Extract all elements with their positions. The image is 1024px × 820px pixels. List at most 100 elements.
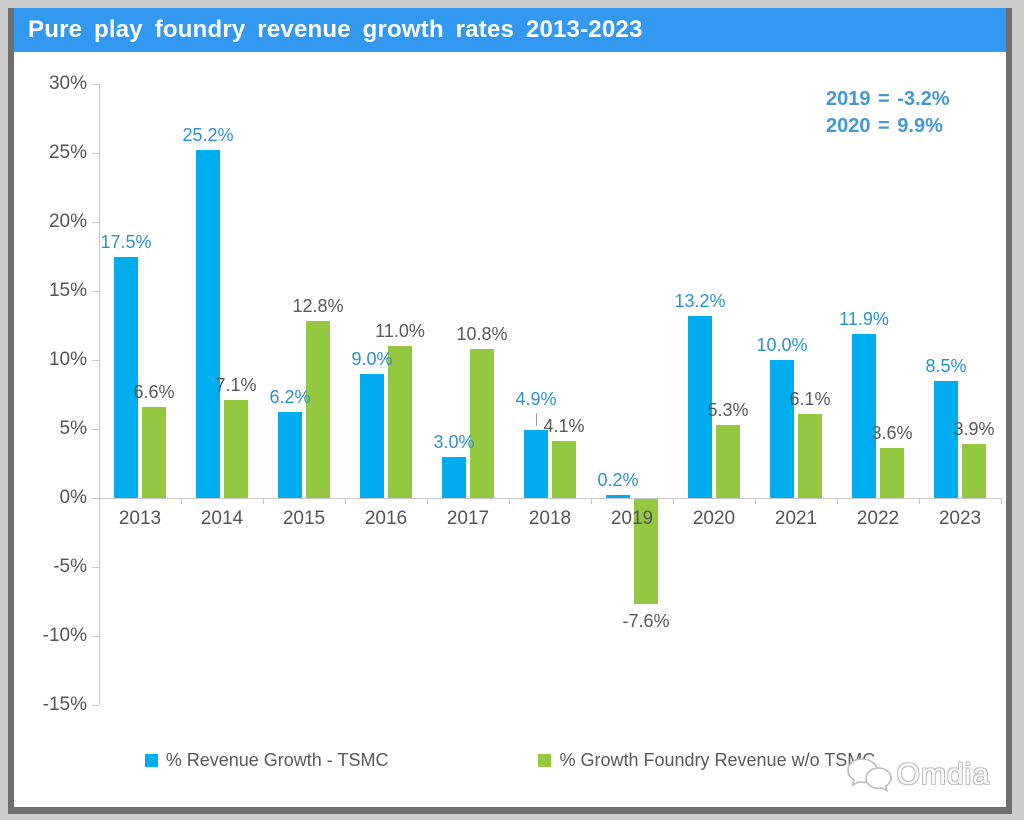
bar-tsmc-2014 [196,150,220,498]
x-axis-label: 2013 [118,508,162,529]
bar-tsmc-2020 [688,315,712,498]
x-axis-label: 2018 [528,508,572,529]
y-axis-tick-mark [92,636,99,637]
data-label: 6.6% [133,381,175,402]
x-axis-label: 2021 [774,508,818,529]
data-label: 3.0% [433,431,475,452]
data-label: 10.8% [456,323,508,344]
data-label: 3.6% [871,423,913,444]
data-label: 7.1% [215,375,257,396]
label-leader-line [536,413,537,427]
bar-foundry-2015 [306,321,330,498]
x-axis-label: 2017 [446,508,490,529]
y-axis-tick-label: -10% [42,625,87,646]
bar-tsmc-2017 [442,456,466,498]
legend-label-tsmc: % Revenue Growth - TSMC [165,750,389,770]
data-label: 10.0% [756,335,808,355]
data-label: 4.1% [543,416,585,437]
data-label: 3.9% [953,419,995,440]
annotation-2020: 2020 = 9.9% [826,115,943,137]
x-axis-tick-mark [509,498,510,504]
bar-foundry-2016 [388,346,412,498]
data-label: 13.2% [674,290,726,311]
y-axis-tick-mark [92,429,99,430]
data-label: 11.0% [375,321,425,342]
bar-tsmc-2016 [360,373,384,498]
y-axis-tick-label: 15% [48,280,87,301]
x-axis-label: 2015 [282,508,326,529]
x-axis-label: 2014 [200,508,244,529]
bar-tsmc-2018 [524,430,548,498]
legend-swatch-blue-icon [144,754,158,767]
data-label: 6.1% [789,388,831,409]
bar-foundry-2021 [798,413,822,498]
legend: % Revenue Growth - TSMC % Growth Foundry… [14,750,1006,771]
x-axis-label: 2022 [856,508,900,529]
y-axis-tick-label: 30% [48,73,87,94]
y-axis-tick-label: 25% [48,142,87,163]
x-axis-label: 2023 [938,508,982,529]
bar-tsmc-2023 [934,380,958,498]
y-axis-tick-label: 20% [48,211,87,232]
y-axis-tick-label: 10% [48,349,87,370]
bar-foundry-2013 [142,406,166,498]
legend-item-foundry: % Growth Foundry Revenue w/o TSMC [538,750,875,771]
x-axis-tick-mark [591,498,592,504]
x-axis-line [99,498,1001,499]
data-label: 25.2% [182,125,234,146]
bar-foundry-2018 [552,441,576,498]
x-axis-tick-mark [673,498,674,504]
data-label: 8.5% [925,355,967,376]
data-label: 6.2% [269,387,311,408]
data-label: 12.8% [292,296,344,317]
bar-foundry-2019 [634,499,658,604]
annotation-block: 2019 = -3.2% 2020 = 9.9% [826,86,950,140]
bar-tsmc-2013 [114,256,138,498]
legend-label-foundry: % Growth Foundry Revenue w/o TSMC [559,750,876,770]
legend-swatch-green-icon [538,754,552,767]
data-label: 0.2% [597,470,639,491]
x-axis-tick-mark [181,498,182,504]
y-axis-tick-mark [92,705,99,706]
y-axis-tick-label: -15% [42,694,87,715]
watermark-label: Omdia [896,758,990,791]
y-axis-tick-mark [92,567,99,568]
x-axis-label: 2016 [364,508,408,529]
bar-foundry-2014 [224,400,248,498]
chat-bubbles-icon [846,758,892,793]
bar-tsmc-2021 [770,360,794,498]
data-label: 5.3% [707,399,749,420]
bar-tsmc-2019 [606,495,630,498]
y-axis-tick-label: 5% [59,418,87,439]
x-axis-tick-mark [919,498,920,504]
bar-foundry-2020 [716,424,740,498]
y-axis-tick-mark [92,360,99,361]
y-axis-tick-mark [92,153,99,154]
omdia-watermark: Omdia [845,755,990,795]
y-axis-tick-mark [92,222,99,223]
annotation-2019: 2019 = -3.2% [826,88,950,110]
bar-foundry-2017 [470,348,494,498]
x-axis-tick-mark [263,498,264,504]
y-axis-tick-label: -5% [53,556,87,577]
data-label: 11.9% [839,308,889,329]
chart-frame: Pure play foundry revenue growth rates 2… [8,8,1012,814]
legend-item-tsmc: % Revenue Growth - TSMC [144,750,389,771]
x-axis-tick-mark [99,498,100,504]
bar-tsmc-2015 [278,412,302,498]
x-axis-tick-mark [837,498,838,504]
y-axis-line [99,84,100,705]
x-axis-tick-mark [755,498,756,504]
data-label: 9.0% [351,348,393,369]
x-axis-tick-mark [345,498,346,504]
y-axis-tick-mark [92,84,99,85]
data-label: -7.6% [622,610,670,631]
data-label: 4.9% [515,389,557,410]
x-axis-label: 2019 [610,508,654,529]
bar-foundry-2022 [880,448,904,498]
x-axis-tick-mark [1001,498,1002,504]
x-axis-tick-mark [427,498,428,504]
y-axis-tick-label: 0% [59,487,87,508]
data-label: 17.5% [100,231,152,252]
y-axis-tick-mark [92,498,99,499]
